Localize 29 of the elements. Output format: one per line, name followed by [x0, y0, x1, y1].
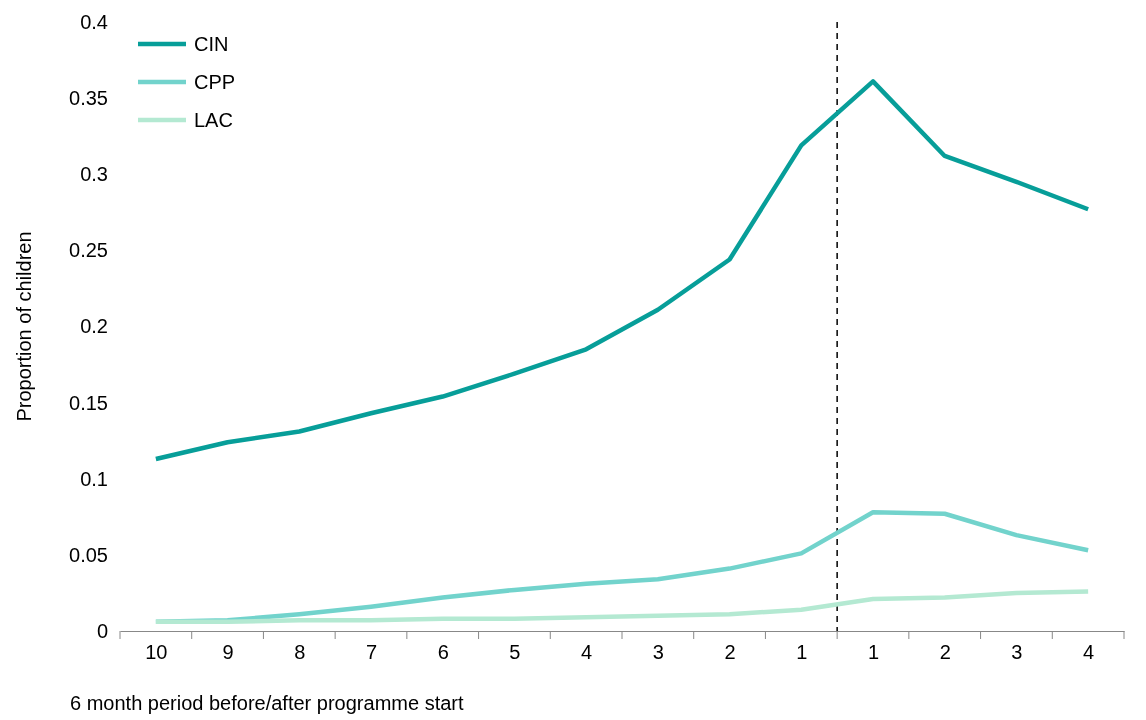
legend-label: LAC: [194, 109, 233, 131]
y-tick-label: 0.2: [80, 315, 108, 338]
y-tick-label: 0.25: [69, 239, 108, 262]
x-tick-label: 1: [796, 641, 808, 664]
x-tick-label: 5: [509, 641, 521, 664]
line-series: [153, 589, 1091, 625]
x-tick-label: 3: [1011, 641, 1023, 664]
y-tick-label: 0.05: [69, 543, 108, 566]
x-tick-label: 3: [652, 641, 664, 664]
x-tick-label: 9: [222, 641, 234, 664]
y-tick-label: 0.1: [80, 467, 108, 490]
x-tick-label: 4: [1083, 641, 1095, 664]
y-tick-label: 0.3: [80, 163, 108, 186]
y-tick-label: 0.35: [69, 87, 108, 110]
x-tick-label: 7: [365, 641, 378, 664]
x-axis-title: 6 month period before/after programme start: [70, 692, 464, 714]
y-tick-label: 0: [96, 619, 108, 642]
legend-label: CIN: [194, 33, 229, 55]
y-axis-title: Proportion of children: [13, 231, 35, 422]
x-tick-label: 2: [724, 641, 736, 664]
x-tick-label: 8: [294, 641, 306, 664]
x-tick-label: 6: [437, 641, 449, 664]
x-tick-label: 10: [145, 641, 168, 664]
x-tick-label: 4: [581, 641, 593, 664]
y-tick-label: 0.4: [80, 10, 108, 33]
y-tick-label: 0.15: [69, 391, 108, 414]
x-tick-label: 1: [867, 641, 880, 664]
x-tick-label: 2: [939, 641, 951, 664]
legend-label: CPP: [194, 71, 236, 93]
